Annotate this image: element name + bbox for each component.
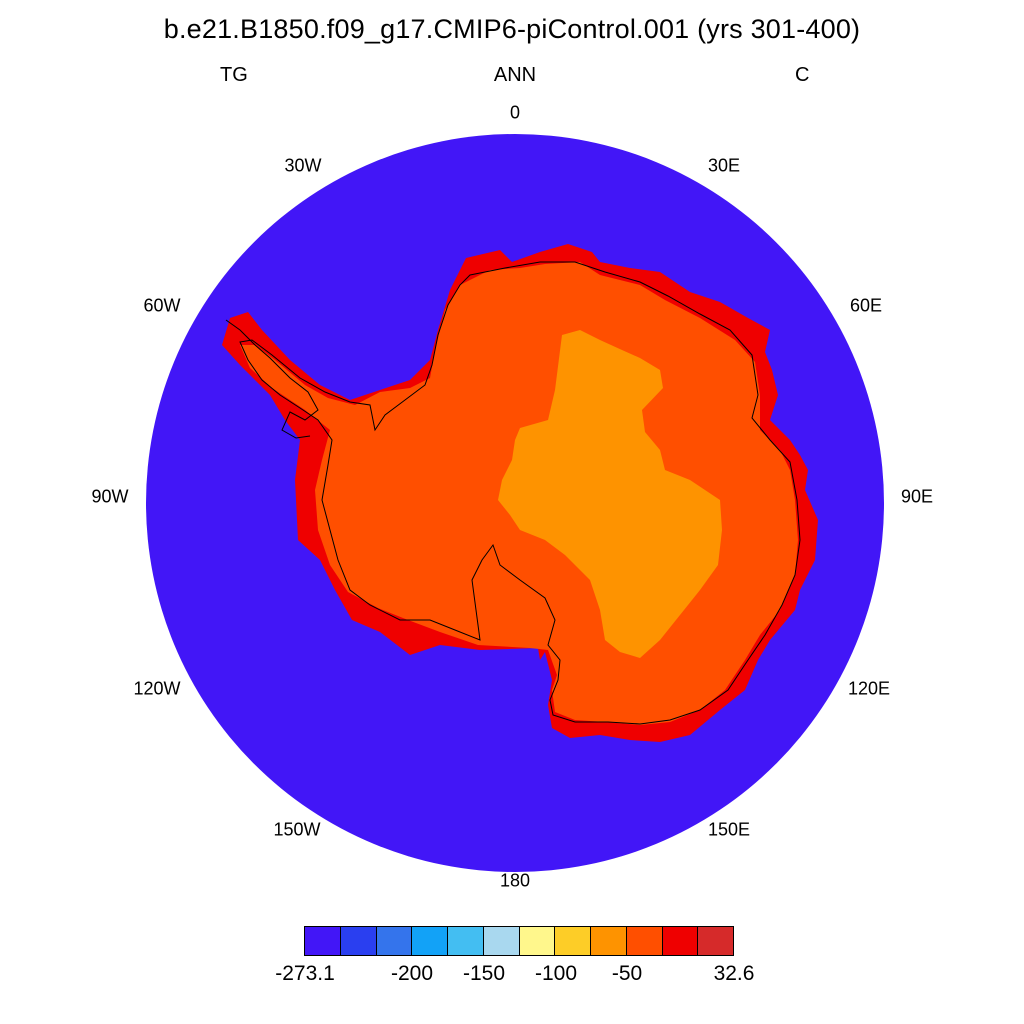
variable-label: TG — [220, 64, 248, 86]
lon-label-90w: 90W — [91, 486, 129, 507]
colorbar-box-1 — [340, 927, 377, 955]
colorbar-label-minus50: -50 — [611, 962, 643, 985]
colorbar-box-0 — [305, 927, 341, 955]
lon-label-120e: 120E — [847, 678, 891, 699]
polar-plateau — [498, 330, 722, 658]
lon-label-90e: 90E — [900, 486, 934, 507]
colorbar-box-7 — [555, 927, 591, 955]
units-label: C — [795, 64, 810, 86]
lon-label-180: 180 — [499, 870, 531, 891]
lon-label-60e: 60E — [849, 295, 883, 316]
lon-label-60w: 60W — [143, 295, 181, 316]
lon-label-150w: 150W — [273, 819, 321, 840]
colorbar-label-max: 32.6 — [713, 962, 755, 985]
colorbar-box-8 — [591, 927, 627, 955]
colorbar-box-4 — [448, 927, 484, 955]
peninsula-outline — [225, 319, 319, 439]
plot-title: b.e21.B1850.f09_g17.CMIP6-piControl.001 … — [163, 14, 861, 44]
colorbar-box-5 — [483, 927, 520, 955]
colorbar-box-2 — [376, 927, 413, 955]
colorbar-label-minus150: -150 — [462, 962, 506, 985]
colorbar-box-3 — [412, 927, 448, 955]
season-label: ANN — [493, 64, 537, 86]
colorbar-box-6 — [519, 927, 556, 955]
colorbar — [304, 926, 734, 956]
lon-label-120w: 120W — [133, 678, 181, 699]
lon-label-0: 0 — [509, 102, 521, 123]
colorbar-label-minus100: -100 — [534, 962, 578, 985]
colorbar-box-9 — [626, 927, 663, 955]
lon-label-30w: 30W — [284, 155, 322, 176]
lon-label-30e: 30E — [707, 155, 741, 176]
lon-label-150e: 150E — [707, 819, 751, 840]
colorbar-label-minus200: -200 — [390, 962, 434, 985]
colorbar-box-10 — [662, 927, 699, 955]
colorbar-label-min: -273.1 — [275, 962, 335, 985]
coastline — [239, 261, 801, 725]
colorbar-box-11 — [698, 927, 733, 955]
